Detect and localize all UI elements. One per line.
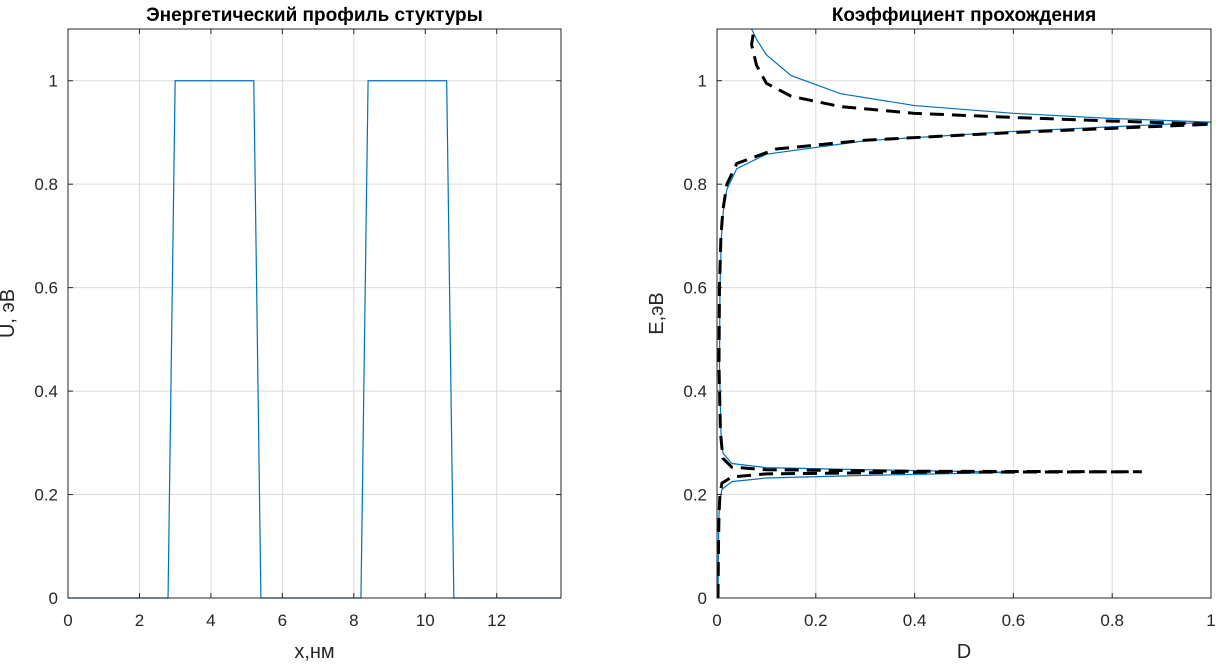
x-tick-label: 2 [135, 611, 144, 630]
y-tick-label: 0.8 [683, 175, 707, 194]
series-line-dashed [716, 28, 1212, 599]
ticks: 0 2 4 6 8 10 12 0 0.2 0.4 0.6 0.8 1 [34, 29, 561, 630]
x-tick-label: 0.8 [1100, 611, 1124, 630]
chart-transmission-coefficient: 0 0.2 0.4 0.6 0.8 1 0 0.2 0.4 0.6 0.8 1 Коэффициент… [646, 5, 1216, 663]
y-tick-label: 1 [698, 72, 707, 91]
chart-title: Энергетический профиль стуктуры [146, 5, 483, 26]
x-tick-label: 10 [416, 611, 435, 630]
x-axis-label: D [957, 641, 971, 663]
chart-energy-profile: 0 2 4 6 8 10 12 0 0.2 0.4 0.6 0.8 1 Энергетический п… [0, 5, 562, 663]
axes-frame [716, 28, 1212, 599]
axes-frame [67, 28, 562, 599]
x-tick-label: 0 [712, 611, 721, 630]
y-tick-label: 0 [698, 589, 707, 608]
x-tick-label: 8 [349, 611, 358, 630]
x-tick-label: 6 [278, 611, 287, 630]
y-tick-label: 0.8 [34, 175, 58, 194]
y-tick-label: 0 [49, 589, 58, 608]
x-axis-label: x,нм [294, 641, 334, 663]
x-tick-label: 0.6 [1002, 611, 1026, 630]
y-tick-label: 1 [49, 72, 58, 91]
series-line-solid [68, 80, 561, 599]
y-tick-label: 0.6 [683, 279, 707, 298]
y-tick-label: 0.6 [34, 279, 58, 298]
series-layer [716, 28, 1212, 599]
y-tick-label: 0.4 [34, 382, 58, 401]
y-tick-label: 0.2 [34, 486, 58, 505]
x-tick-label: 0.4 [903, 611, 927, 630]
x-tick-label: 4 [206, 611, 215, 630]
chart-title: Коэффициент прохождения [832, 5, 1096, 26]
ticks: 0 0.2 0.4 0.6 0.8 1 0 0.2 0.4 0.6 0.8 1 [683, 29, 1216, 630]
y-axis-label: E,эВ [646, 292, 668, 334]
grid [67, 29, 561, 599]
y-axis-label: U, эВ [0, 289, 19, 338]
series-layer [68, 80, 561, 599]
x-tick-label: 0 [63, 611, 72, 630]
x-tick-label: 1 [1206, 611, 1215, 630]
x-tick-label: 0.2 [804, 611, 828, 630]
y-tick-label: 0.4 [683, 382, 707, 401]
y-tick-label: 0.2 [683, 486, 707, 505]
x-tick-label: 12 [487, 611, 506, 630]
series-line-solid [717, 28, 1212, 599]
